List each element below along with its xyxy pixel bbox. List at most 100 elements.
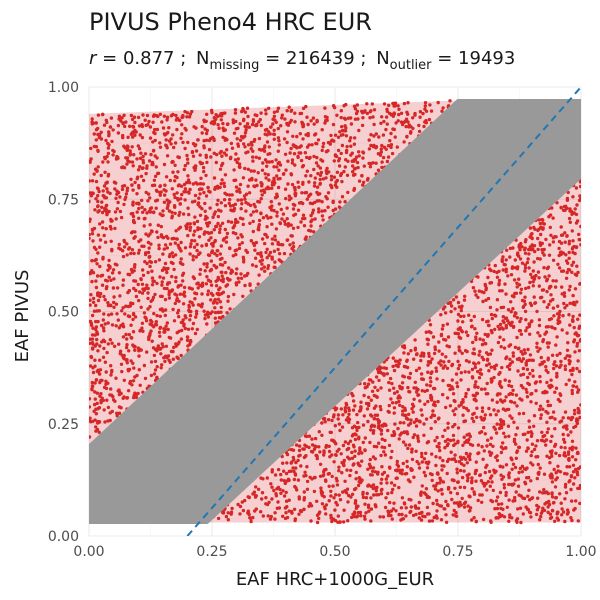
outlier-point — [289, 223, 293, 227]
outlier-point — [283, 516, 288, 521]
outlier-point — [465, 479, 470, 483]
outlier-point — [499, 398, 503, 402]
outlier-point — [129, 267, 134, 272]
outlier-point — [440, 468, 444, 472]
outlier-point — [102, 123, 107, 127]
outlier-point — [305, 169, 309, 173]
outlier-point — [573, 332, 577, 336]
outlier-point — [318, 166, 323, 170]
outlier-point — [185, 115, 189, 119]
outlier-point — [394, 121, 398, 125]
outlier-point — [451, 387, 455, 391]
outlier-point — [548, 416, 552, 420]
outlier-point — [117, 271, 122, 275]
outlier-point — [116, 389, 120, 393]
outlier-point — [486, 352, 490, 357]
outlier-point — [148, 223, 152, 227]
outlier-point — [291, 226, 296, 230]
outlier-point — [128, 304, 132, 308]
outlier-point — [439, 518, 444, 522]
outlier-point — [352, 167, 357, 171]
outlier-point — [398, 386, 402, 390]
outlier-point — [158, 112, 162, 117]
outlier-point — [553, 427, 557, 431]
outlier-point — [341, 490, 345, 494]
outlier-point — [436, 100, 440, 105]
outlier-point — [406, 352, 410, 356]
outlier-point — [352, 487, 357, 492]
outlier-point — [346, 519, 350, 523]
outlier-point — [465, 433, 469, 437]
outlier-point — [128, 151, 133, 156]
outlier-point — [113, 262, 118, 266]
outlier-point — [372, 134, 376, 138]
outlier-point — [462, 501, 467, 506]
outlier-point — [368, 165, 373, 169]
outlier-point — [102, 194, 106, 198]
outlier-point — [146, 240, 151, 245]
outlier-point — [296, 458, 300, 463]
outlier-point — [139, 151, 143, 155]
outlier-point — [219, 201, 223, 205]
outlier-point — [178, 292, 183, 296]
outlier-point — [143, 152, 148, 156]
outlier-point — [158, 193, 162, 197]
outlier-point — [579, 243, 581, 247]
outlier-point — [544, 438, 549, 442]
outlier-point — [523, 351, 527, 355]
outlier-point — [553, 417, 557, 421]
outlier-point — [285, 122, 289, 127]
outlier-point — [188, 225, 193, 230]
outlier-point — [515, 267, 520, 271]
outlier-point — [426, 338, 431, 342]
outlier-point — [165, 118, 169, 122]
outlier-point — [431, 335, 436, 339]
outlier-point — [129, 177, 133, 181]
outlier-point — [89, 199, 91, 204]
outlier-point — [177, 315, 181, 319]
reference-line — [186, 87, 581, 536]
outlier-point — [446, 421, 450, 425]
outlier-point — [404, 443, 408, 447]
outlier-point — [109, 364, 113, 368]
outlier-point — [437, 349, 441, 353]
outlier-point — [191, 154, 196, 158]
outlier-point — [527, 285, 531, 290]
outlier-point — [559, 359, 563, 364]
outlier-point — [530, 391, 534, 396]
outlier-point — [497, 426, 502, 431]
outlier-point — [273, 260, 277, 264]
outlier-point — [579, 224, 581, 229]
outlier-point — [484, 482, 488, 486]
outlier-point — [407, 497, 411, 502]
outlier-point — [217, 126, 221, 130]
outlier-point — [90, 388, 94, 392]
outlier-point — [215, 253, 219, 258]
outlier-point — [559, 363, 563, 367]
outlier-point — [98, 291, 103, 296]
outlier-point — [403, 365, 408, 369]
outlier-point — [115, 189, 119, 193]
outlier-point — [268, 250, 273, 255]
outlier-point — [129, 251, 133, 256]
outlier-point — [436, 399, 440, 404]
outlier-point — [263, 241, 267, 246]
outlier-point — [268, 152, 272, 156]
outlier-point — [99, 323, 104, 328]
outlier-point — [186, 178, 191, 182]
outlier-point — [392, 432, 397, 436]
outlier-point — [95, 332, 100, 336]
outlier-point — [297, 454, 301, 458]
outlier-point — [405, 465, 409, 469]
outlier-point — [266, 173, 270, 177]
outlier-point — [211, 244, 215, 248]
outlier-point — [211, 293, 215, 297]
outlier-point — [550, 206, 554, 210]
outlier-point — [185, 157, 190, 161]
outlier-point — [214, 284, 219, 288]
outlier-point — [528, 280, 532, 285]
outlier-point — [219, 270, 223, 274]
outlier-point — [404, 514, 408, 518]
outlier-point — [104, 286, 109, 291]
outlier-point — [402, 501, 407, 505]
